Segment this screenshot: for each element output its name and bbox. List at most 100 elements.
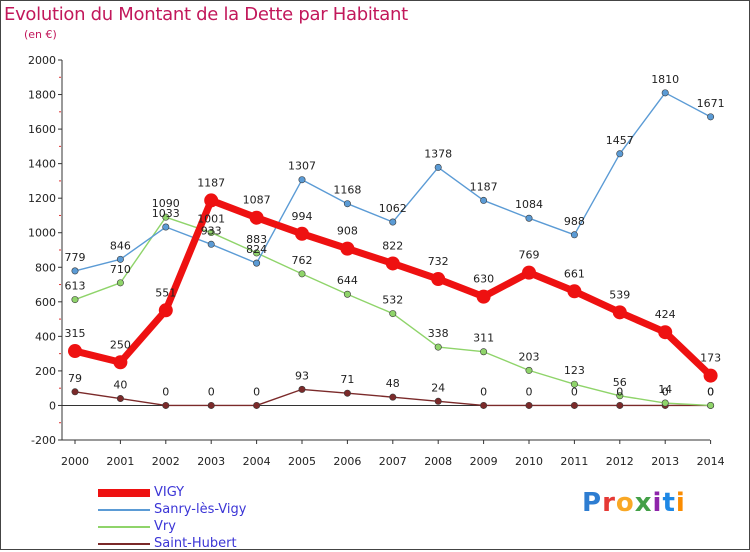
legend-label: Saint-Hubert xyxy=(154,536,237,551)
data-point-Vry xyxy=(661,399,669,407)
data-point-Sanry-lès-Vigy xyxy=(71,267,79,275)
y-tick-label: 800 xyxy=(35,261,56,274)
data-point-Saint-Hubert xyxy=(343,389,351,397)
data-label-VIGY: 661 xyxy=(564,267,585,280)
data-label-Vry: 762 xyxy=(292,254,313,267)
data-label-VIGY: 315 xyxy=(65,327,86,340)
data-point-VIGY xyxy=(340,241,355,256)
data-label-Vry: 710 xyxy=(110,263,131,276)
x-tick-label: 2014 xyxy=(697,455,725,468)
legend-swatch xyxy=(98,488,150,497)
data-point-Vry xyxy=(162,213,170,221)
logo-letter: r xyxy=(602,488,616,518)
data-point-Sanry-lès-Vigy xyxy=(162,223,170,231)
logo-letter: i xyxy=(652,488,663,518)
legend-label: VIGY xyxy=(154,485,185,500)
data-label-Vry: 14 xyxy=(658,383,672,396)
x-tick-label: 2010 xyxy=(515,455,543,468)
x-tick-label: 2003 xyxy=(197,455,225,468)
series-layer xyxy=(68,89,718,409)
data-label-VIGY: 173 xyxy=(700,352,721,365)
y-tick-label: 1000 xyxy=(28,227,56,240)
data-label-Sanry-lès-Vigy: 824 xyxy=(246,243,267,256)
data-point-VIGY xyxy=(567,284,582,299)
data-point-Vry xyxy=(298,270,306,278)
data-label-VIGY: 424 xyxy=(655,308,676,321)
proxiti-logo: Proxiti xyxy=(582,488,686,518)
x-tick-label: 2006 xyxy=(333,455,361,468)
logo-letter: t xyxy=(662,488,676,518)
x-tick-label: 2007 xyxy=(379,455,407,468)
data-point-Vry xyxy=(480,348,488,356)
logo-letter: P xyxy=(582,488,603,518)
data-label-Saint-Hubert: 48 xyxy=(386,377,400,390)
data-label-Saint-Hubert: 0 xyxy=(526,385,533,398)
unit-label: (en €) xyxy=(24,28,57,41)
data-point-Vry xyxy=(525,366,533,374)
data-point-VIGY xyxy=(204,193,219,208)
data-label-Sanry-lès-Vigy: 1457 xyxy=(606,134,634,147)
data-label-Sanry-lès-Vigy: 1168 xyxy=(333,184,361,197)
data-label-Vry: 644 xyxy=(337,274,358,287)
data-label-Saint-Hubert: 0 xyxy=(616,385,623,398)
data-label-Saint-Hubert: 40 xyxy=(113,379,127,392)
chart-legend: VIGY Sanry-lès-Vigy Vry Saint-Hubert xyxy=(98,484,246,552)
data-point-Sanry-lès-Vigy xyxy=(480,196,488,204)
data-point-VIGY xyxy=(113,355,128,370)
data-point-VIGY xyxy=(522,265,536,280)
data-point-VIGY xyxy=(476,289,491,304)
legend-swatch xyxy=(98,542,150,545)
legend-swatch xyxy=(98,525,150,528)
data-label-VIGY: 908 xyxy=(337,225,358,238)
data-point-Saint-Hubert xyxy=(207,401,215,409)
data-point-Saint-Hubert xyxy=(616,401,624,409)
data-label-Sanry-lès-Vigy: 933 xyxy=(201,224,222,237)
data-point-Sanry-lès-Vigy xyxy=(434,163,442,171)
data-label-Saint-Hubert: 0 xyxy=(253,385,260,398)
data-label-Saint-Hubert: 0 xyxy=(208,385,215,398)
chart-title: Evolution du Montant de la Dette par Hab… xyxy=(4,4,408,25)
data-label-Sanry-lès-Vigy: 1187 xyxy=(470,180,498,193)
data-point-Saint-Hubert xyxy=(162,401,170,409)
data-point-Sanry-lès-Vigy xyxy=(707,113,715,121)
legend-item-VIGY: VIGY xyxy=(98,484,246,501)
data-point-Sanry-lès-Vigy xyxy=(116,255,124,263)
data-point-VIGY xyxy=(703,368,718,383)
data-point-Sanry-lès-Vigy xyxy=(570,231,578,239)
data-label-Vry: 883 xyxy=(246,233,267,246)
data-label-Sanry-lès-Vigy: 1062 xyxy=(379,202,407,215)
data-point-Sanry-lès-Vigy xyxy=(661,89,669,97)
data-point-Saint-Hubert xyxy=(389,393,397,401)
legend-item-Sanry-lès-Vigy: Sanry-lès-Vigy xyxy=(98,501,246,518)
x-tick-label: 2008 xyxy=(424,455,452,468)
data-point-Vry xyxy=(616,392,624,400)
data-label-Saint-Hubert: 0 xyxy=(662,385,669,398)
data-label-Saint-Hubert: 71 xyxy=(340,373,354,386)
y-tick-label: 2000 xyxy=(28,54,56,67)
logo-letter: i xyxy=(675,488,686,518)
data-label-VIGY: 1087 xyxy=(243,194,271,207)
y-tick-label: 1600 xyxy=(28,123,56,136)
data-label-Vry: 1001 xyxy=(197,213,225,226)
data-point-Vry xyxy=(207,229,215,237)
data-label-Saint-Hubert: 0 xyxy=(707,385,714,398)
data-label-Saint-Hubert: 93 xyxy=(295,369,309,382)
data-point-Saint-Hubert xyxy=(434,397,442,405)
chart-axes: -200020040060080010001200140016001800200… xyxy=(28,54,725,468)
data-label-Vry: 123 xyxy=(564,364,585,377)
x-tick-label: 2004 xyxy=(243,455,271,468)
x-tick-label: 2013 xyxy=(651,455,679,468)
x-tick-label: 2012 xyxy=(606,455,634,468)
logo-letter: x xyxy=(634,488,653,518)
data-point-VIGY xyxy=(249,210,264,225)
data-point-Vry xyxy=(343,290,351,298)
data-point-Sanry-lès-Vigy xyxy=(616,150,624,158)
data-point-VIGY xyxy=(68,344,82,359)
data-label-Sanry-lès-Vigy: 988 xyxy=(564,215,585,228)
data-label-Saint-Hubert: 0 xyxy=(162,385,169,398)
data-point-Sanry-lès-Vigy xyxy=(389,218,397,226)
logo-letter: o xyxy=(615,488,635,518)
data-point-Saint-Hubert xyxy=(480,401,488,409)
data-point-Saint-Hubert xyxy=(71,388,79,396)
data-point-VIGY xyxy=(158,303,173,318)
